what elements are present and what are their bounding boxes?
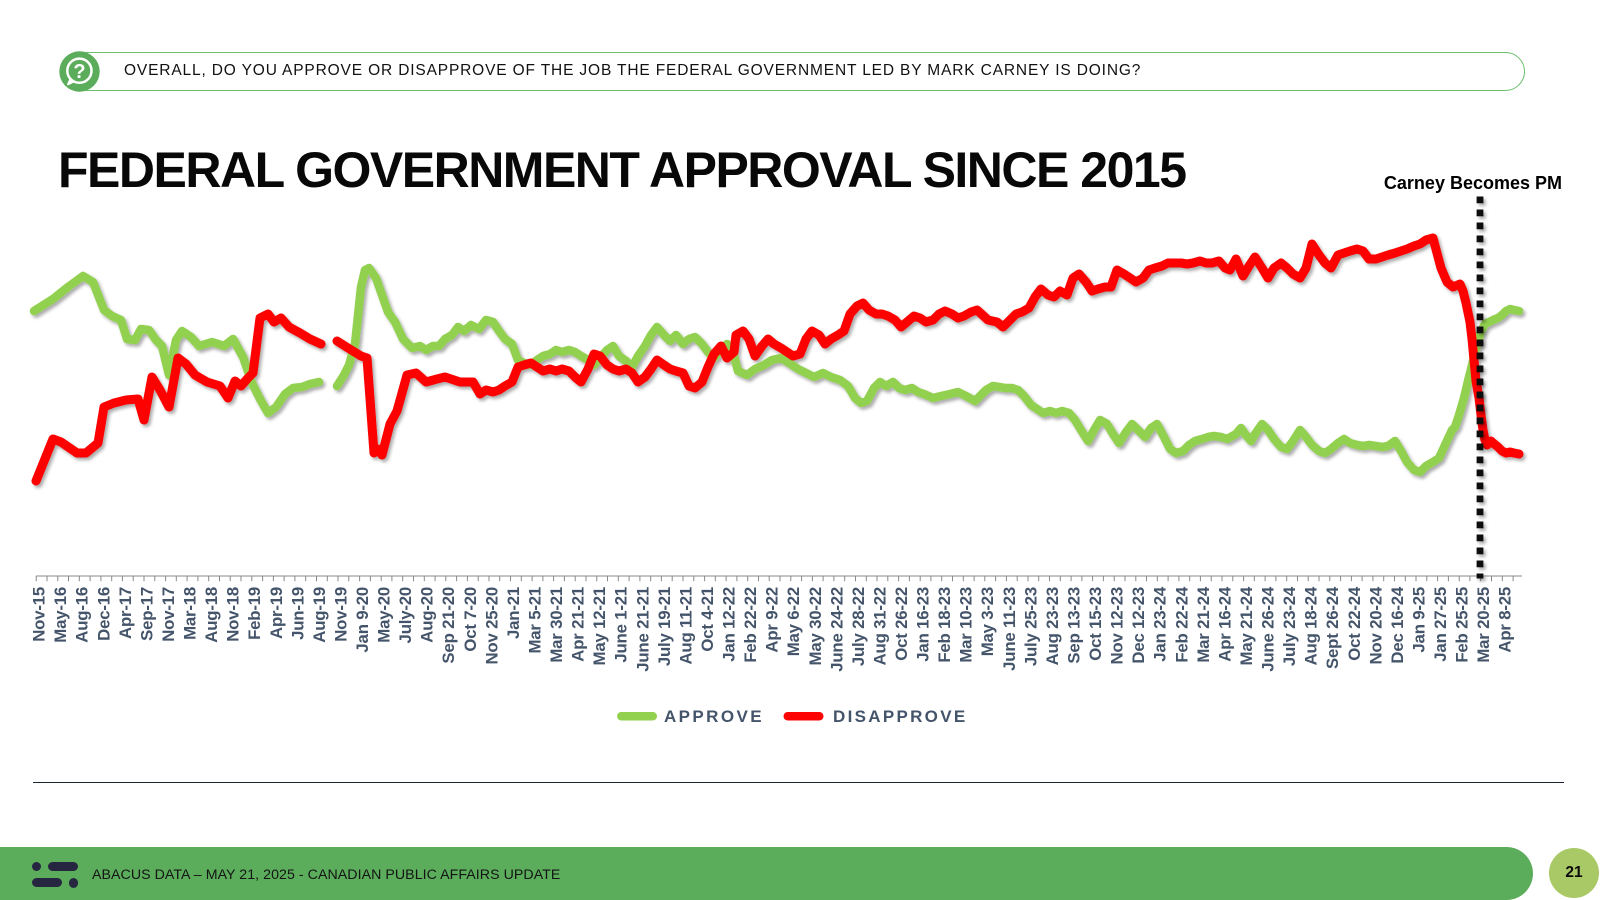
svg-text:Jan 23-24: Jan 23-24 — [1151, 586, 1170, 662]
svg-text:June 11-23: June 11-23 — [1000, 587, 1019, 671]
svg-text:Aug-16: Aug-16 — [73, 587, 92, 643]
svg-text:Nov-15: Nov-15 — [30, 587, 49, 642]
svg-text:Oct 26-22: Oct 26-22 — [892, 587, 911, 661]
svg-text:Feb 22-24: Feb 22-24 — [1172, 586, 1191, 662]
svg-text:Aug-18: Aug-18 — [202, 587, 221, 643]
svg-text:Aug 18-24: Aug 18-24 — [1302, 586, 1321, 665]
svg-text:July 19-21: July 19-21 — [655, 587, 674, 666]
svg-text:Nov 20-24: Nov 20-24 — [1366, 586, 1385, 664]
svg-text:Aug-19: Aug-19 — [310, 587, 329, 643]
svg-text:Jan-21: Jan-21 — [504, 587, 523, 639]
svg-text:Aug 31-22: Aug 31-22 — [870, 587, 889, 665]
svg-text:July 25-23: July 25-23 — [1021, 587, 1040, 666]
svg-text:Jun-19: Jun-19 — [288, 587, 307, 640]
svg-text:Jan 9-20: Jan 9-20 — [353, 587, 372, 653]
svg-text:Apr 16-24: Apr 16-24 — [1215, 586, 1234, 662]
svg-text:Dec 12-23: Dec 12-23 — [1129, 587, 1148, 664]
svg-text:June 21-21: June 21-21 — [633, 587, 652, 672]
svg-text:Nov 12-23: Nov 12-23 — [1108, 587, 1127, 665]
svg-text:Jan 27-25: Jan 27-25 — [1431, 587, 1450, 662]
svg-text:Mar 21-24: Mar 21-24 — [1194, 586, 1213, 662]
svg-text:Apr-17: Apr-17 — [116, 587, 135, 639]
svg-text:May 12-21: May 12-21 — [590, 587, 609, 665]
svg-text:May 3-23: May 3-23 — [978, 587, 997, 656]
svg-text:Dec-16: Dec-16 — [94, 587, 113, 641]
svg-text:Jan 12-22: Jan 12-22 — [720, 587, 739, 662]
svg-text:Oct 15-23: Oct 15-23 — [1086, 587, 1105, 661]
svg-text:Sep 13-23: Sep 13-23 — [1065, 587, 1084, 664]
svg-text:Aug 11-21: Aug 11-21 — [676, 587, 695, 664]
svg-text:Dec 16-24: Dec 16-24 — [1388, 586, 1407, 663]
svg-text:Mar 10-23: Mar 10-23 — [957, 587, 976, 663]
svg-text:May 21-24: May 21-24 — [1237, 586, 1256, 665]
svg-text:?: ? — [73, 61, 85, 83]
svg-text:Mar-18: Mar-18 — [181, 587, 200, 640]
svg-text:May-16: May-16 — [51, 587, 70, 643]
svg-text:June 24-22: June 24-22 — [827, 587, 846, 672]
svg-text:Apr 8-25: Apr 8-25 — [1496, 587, 1515, 653]
svg-text:Nov-18: Nov-18 — [224, 587, 243, 642]
svg-text:May 6-22: May 6-22 — [784, 587, 803, 656]
svg-text:May 30-22: May 30-22 — [806, 587, 825, 665]
svg-text:Sep-17: Sep-17 — [137, 587, 156, 641]
svg-text:Feb 18-23: Feb 18-23 — [935, 587, 954, 663]
svg-text:Aug 23-23: Aug 23-23 — [1043, 587, 1062, 665]
svg-text:Apr 21-21: Apr 21-21 — [569, 587, 588, 662]
svg-text:Apr 9-22: Apr 9-22 — [763, 587, 782, 653]
svg-text:APPROVE: APPROVE — [664, 707, 764, 726]
svg-text:Nov-19: Nov-19 — [331, 587, 350, 642]
svg-text:Mar 5-21: Mar 5-21 — [526, 587, 545, 654]
svg-text:May-20: May-20 — [375, 587, 394, 643]
svg-text:Apr-19: Apr-19 — [267, 587, 286, 639]
svg-text:Nov-17: Nov-17 — [159, 587, 178, 642]
svg-text:Oct 4-21: Oct 4-21 — [698, 587, 717, 652]
svg-text:Feb 22-22: Feb 22-22 — [741, 587, 760, 663]
svg-text:Nov 25-20: Nov 25-20 — [482, 587, 501, 665]
svg-text:Oct 7-20: Oct 7-20 — [461, 587, 480, 652]
svg-text:DISAPPROVE: DISAPPROVE — [833, 707, 967, 726]
svg-text:July-20: July-20 — [396, 587, 415, 643]
svg-text:Sept 26-24: Sept 26-24 — [1323, 586, 1342, 669]
svg-text:Aug-20: Aug-20 — [418, 587, 437, 643]
svg-text:Oct 22-24: Oct 22-24 — [1345, 586, 1364, 661]
svg-text:June 1-21: June 1-21 — [612, 587, 631, 663]
svg-text:Jan 16-23: Jan 16-23 — [914, 587, 933, 662]
svg-text:July 28-22: July 28-22 — [849, 587, 868, 666]
svg-text:Sep 21-20: Sep 21-20 — [439, 587, 458, 664]
svg-text:July 23-24: July 23-24 — [1280, 586, 1299, 666]
svg-text:Jan 9-25: Jan 9-25 — [1409, 587, 1428, 653]
svg-text:Mar 20-25: Mar 20-25 — [1474, 587, 1493, 663]
svg-text:Mar 30-21: Mar 30-21 — [547, 587, 566, 663]
svg-text:June 26-24: June 26-24 — [1259, 586, 1278, 672]
svg-text:Feb 25-25: Feb 25-25 — [1453, 587, 1472, 663]
svg-text:Feb-19: Feb-19 — [245, 587, 264, 640]
